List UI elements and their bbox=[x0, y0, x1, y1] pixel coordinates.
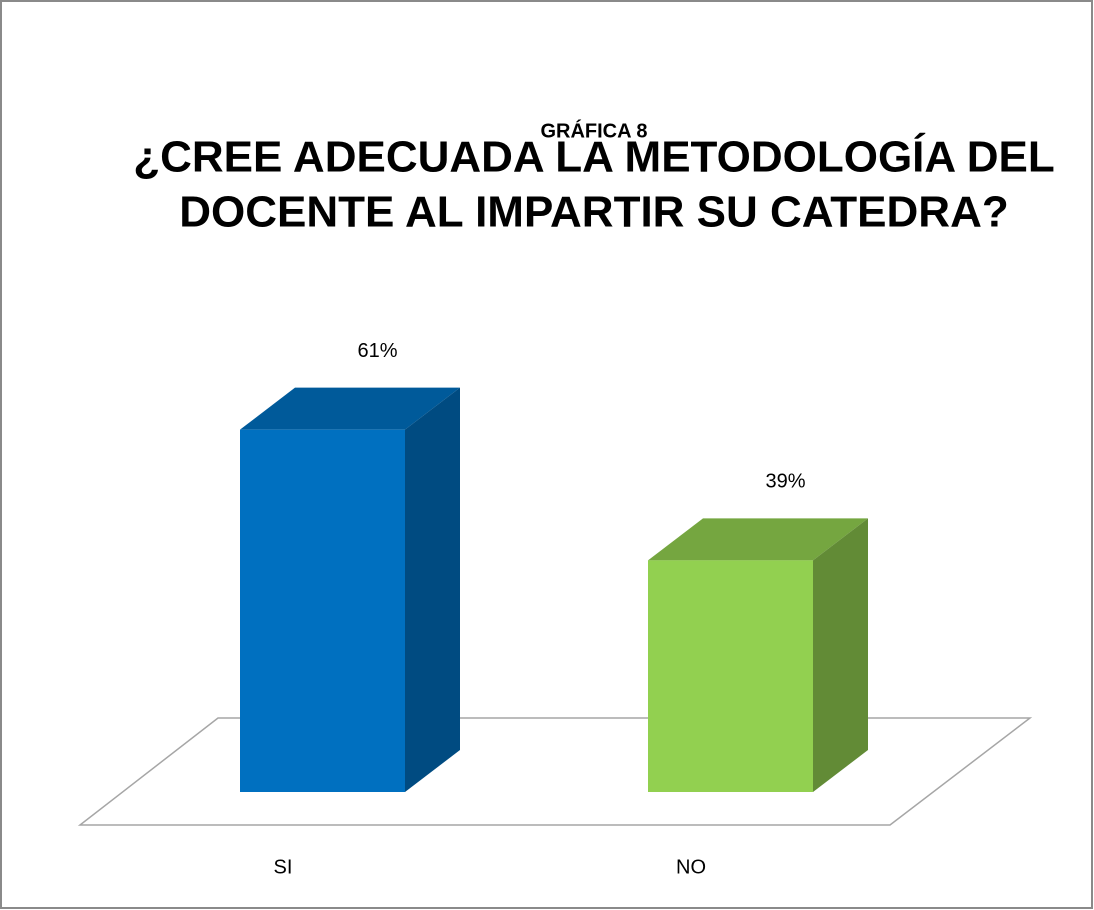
chart-subtitle: GRÁFICA 8 bbox=[540, 119, 647, 142]
bar-side bbox=[405, 387, 460, 792]
chart-title: DOCENTE AL IMPARTIR SU CATEDRA? bbox=[179, 188, 1008, 237]
chart-title: ¿CREE ADECUADA LA METODOLOGÍA DEL bbox=[133, 132, 1055, 182]
bar-side bbox=[813, 518, 868, 792]
bar bbox=[240, 429, 405, 792]
x-tick-label: NO bbox=[676, 856, 706, 878]
bar-top bbox=[240, 387, 460, 430]
bar-top bbox=[648, 518, 868, 561]
floor bbox=[77, 717, 1033, 826]
value-label: 39% bbox=[765, 471, 805, 493]
value-label: 61% bbox=[357, 340, 397, 362]
x-tick-label: SI bbox=[274, 856, 293, 878]
bar bbox=[648, 560, 813, 792]
